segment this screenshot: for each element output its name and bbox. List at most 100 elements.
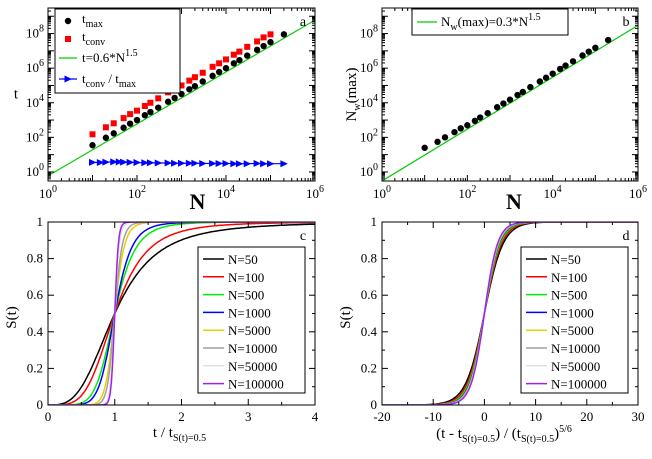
x-axis-label: N xyxy=(190,189,206,214)
data-point xyxy=(64,75,72,83)
y-tick-label: 1 xyxy=(371,214,378,229)
data-point xyxy=(222,159,230,167)
data-point xyxy=(514,91,521,99)
data-point xyxy=(115,158,124,166)
x-tick-label-part: 10 xyxy=(544,186,557,201)
data-point xyxy=(178,159,186,167)
x-tick-label: 30 xyxy=(632,409,645,424)
legend-label-part: (max)=0.3*N xyxy=(458,14,529,29)
data-point xyxy=(267,160,275,168)
x-tick-label: -10 xyxy=(425,409,442,424)
fit-line xyxy=(48,19,315,177)
data-point xyxy=(64,17,72,25)
data-point xyxy=(585,48,592,55)
y-tick-label-part: 2 xyxy=(373,127,378,138)
x-tick-label: 0 xyxy=(481,409,488,424)
y-tick-label: 0.6 xyxy=(27,287,44,302)
data-point xyxy=(280,31,288,38)
x-tick-label: 4 xyxy=(312,409,319,424)
legend-label: tconv xyxy=(82,29,105,48)
data-point xyxy=(471,117,479,125)
data-point xyxy=(243,160,252,168)
legend-box xyxy=(411,8,569,36)
panel-d: -20 -10 0 10 20 30 0 0.2 0.4 0.6 0.8 1 d S(t) N=50 N=10… xyxy=(338,214,645,445)
series-line xyxy=(382,222,638,405)
y-tick-label-part: 4 xyxy=(373,93,378,104)
y-tick-label-part: 2 xyxy=(39,127,44,138)
x-tick-label-part: 10 xyxy=(306,186,319,201)
legend-label: N=500 xyxy=(551,288,587,303)
data-point xyxy=(191,159,199,167)
data-point xyxy=(209,63,216,70)
data-point xyxy=(536,78,544,85)
y-axis-label: S(t) xyxy=(338,306,354,329)
x-axis-label-part: S(t)=0.5 xyxy=(173,433,206,444)
y-tick-label-part: 10 xyxy=(360,164,373,179)
data-point xyxy=(146,159,155,167)
y-tick-label-part: 6 xyxy=(39,58,44,69)
x-tick-label: 0 xyxy=(45,409,52,424)
x-axis-label-part: ) / (t xyxy=(495,426,522,442)
data-point xyxy=(120,115,127,122)
legend-label-part: t=0.6*N xyxy=(82,50,126,65)
legend-b: Nw(max)=0.3*N1.5 xyxy=(411,8,569,36)
legend-label: tmax xyxy=(82,11,103,30)
data-point xyxy=(186,77,193,84)
panel-c: 0 1 2 3 400.20.40.60.81cS(t)N=50N=100N=500N=… xyxy=(4,214,319,444)
x-tick-label-part: 6 xyxy=(642,184,647,195)
y-tick-label: 0.8 xyxy=(361,251,377,266)
data-point xyxy=(216,60,223,67)
y-tick-label: 0.6 xyxy=(361,287,378,302)
x-tick-label-part: 2 xyxy=(141,184,146,195)
legend-label-part: t xyxy=(82,29,86,44)
x-tick-label-part: 10 xyxy=(128,186,141,201)
x-tick-label: 106 xyxy=(306,184,324,201)
y-tick-label-part: 10 xyxy=(26,26,39,41)
x-tick-label-part: 10 xyxy=(373,186,386,201)
data-point xyxy=(120,124,127,131)
data-point xyxy=(65,36,71,42)
data-point xyxy=(569,58,577,65)
plot-area-b xyxy=(382,24,638,181)
data-point xyxy=(476,114,484,121)
data-point xyxy=(102,124,109,131)
legend-label: N=5000 xyxy=(551,323,594,338)
data-point xyxy=(280,160,288,168)
data-point xyxy=(199,159,207,167)
x-tick-label-part: 0 xyxy=(52,184,57,195)
data-point xyxy=(500,100,507,107)
legend-box xyxy=(520,246,629,394)
legend-label-part: N xyxy=(441,14,451,29)
legend-label: N=100 xyxy=(228,270,264,285)
legend-label-part: max xyxy=(119,79,136,90)
x-tick-label: 2 xyxy=(178,409,185,424)
x-tick-label: 102 xyxy=(128,184,146,201)
y-tick-label-part: 0 xyxy=(39,162,44,173)
data-point xyxy=(236,48,243,55)
data-point xyxy=(260,42,267,50)
data-point xyxy=(133,159,141,167)
x-tick-label-part: 4 xyxy=(557,184,562,195)
x-tick-label-part: 6 xyxy=(319,184,324,195)
data-point xyxy=(178,82,185,89)
data-point xyxy=(89,142,96,149)
y-tick-label-part: 10 xyxy=(360,129,373,144)
data-point xyxy=(493,104,501,111)
y-tick-label: 0 xyxy=(371,397,378,412)
data-point xyxy=(147,99,154,106)
data-point xyxy=(141,102,148,109)
legend-label: N=50 xyxy=(228,252,258,267)
data-point xyxy=(110,120,117,127)
y-axis-label-part: N xyxy=(344,110,360,121)
legend-label: N=10000 xyxy=(228,341,277,356)
data-point xyxy=(120,158,128,166)
data-point xyxy=(185,159,194,167)
data-point xyxy=(134,107,140,114)
y-tick-label: 100 xyxy=(26,162,44,179)
legend-label-part: 1.5 xyxy=(125,48,138,59)
y-tick-label-part: 10 xyxy=(26,129,39,144)
y-tick-label-part: 10 xyxy=(26,164,39,179)
data-point xyxy=(457,125,464,132)
